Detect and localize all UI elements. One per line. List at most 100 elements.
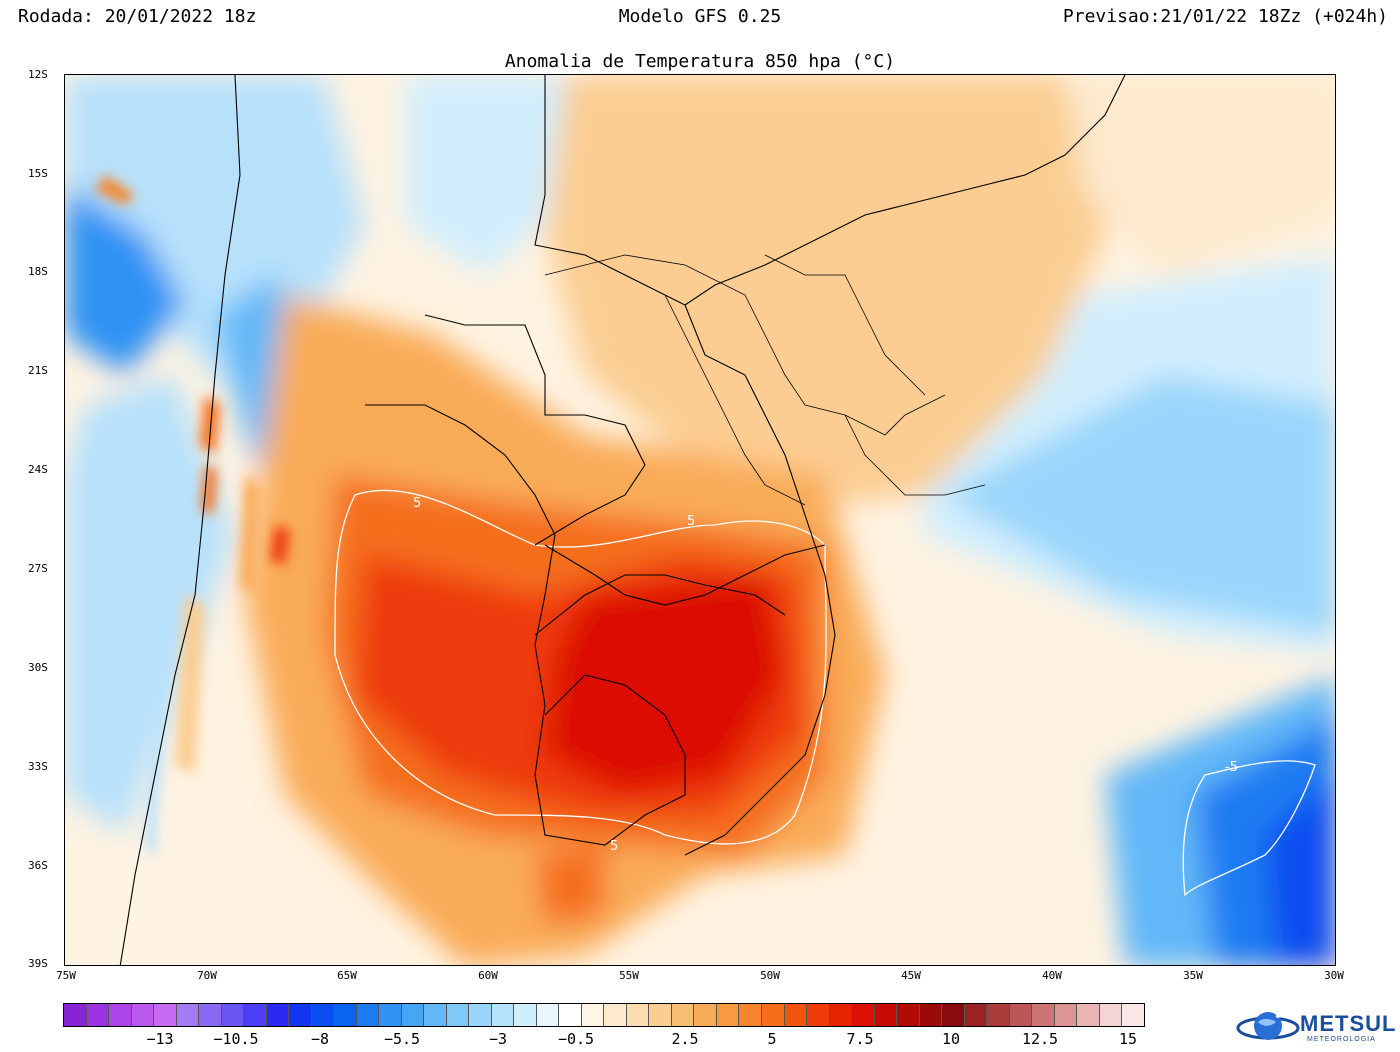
colorbar-swatch — [199, 1004, 222, 1026]
colorbar-swatch — [1099, 1004, 1123, 1026]
colorbar-swatch — [514, 1004, 537, 1026]
lon-label-75w: 75W — [56, 969, 76, 982]
colorbar-label: −8 — [310, 1030, 330, 1048]
lon-label-60w: 60W — [478, 969, 498, 982]
colorbar-swatch — [244, 1004, 267, 1026]
colorbar-swatch — [739, 1004, 762, 1026]
colorbar-label: 2.5 — [671, 1030, 699, 1048]
colorbar-label: 12.5 — [1021, 1030, 1059, 1048]
colorbar-swatch — [784, 1004, 808, 1026]
santa-catarina-border — [534, 574, 786, 636]
colorbar-swatch — [109, 1004, 132, 1026]
argentina-border — [365, 404, 686, 846]
colorbar-swatch — [694, 1004, 717, 1026]
colorbar-swatch — [1122, 1004, 1144, 1026]
andes-streaks — [95, 175, 290, 855]
forecast-time-label: Previsao:21/01/22 18Zz (+024h) — [1062, 6, 1388, 27]
lon-label-30w: 30W — [1324, 969, 1344, 982]
map-canvas: 5 5 5 -5 — [65, 75, 1335, 965]
colorbar-swatch — [289, 1004, 312, 1026]
state-borders — [544, 254, 986, 506]
colorbar-swatch — [761, 1004, 785, 1026]
state-border-1 — [544, 254, 946, 436]
contour-label: 5 — [610, 839, 618, 854]
colorbar-swatch — [874, 1004, 898, 1026]
hottest-area-rio-grande-do-sul — [545, 575, 785, 795]
colorbar-swatch — [311, 1004, 335, 1026]
colorbar-label: 10 — [941, 1030, 961, 1048]
warm-area-northeast — [1065, 75, 1335, 275]
colorbar-swatch — [1077, 1004, 1100, 1026]
lat-label-39s: 39S — [28, 957, 48, 970]
colorbar-swatch — [559, 1004, 582, 1026]
colorbar-label: 5 — [767, 1030, 777, 1048]
colorbar-swatch — [379, 1004, 402, 1026]
colorbar-label: 15 — [1118, 1030, 1138, 1048]
colorbar-swatch — [807, 1004, 830, 1026]
colorbar-swatch — [1054, 1004, 1078, 1026]
colorbar-swatch — [964, 1004, 988, 1026]
colorbar-swatch — [446, 1004, 470, 1026]
colorbar-swatch — [64, 1004, 87, 1026]
lat-label-18s: 18S — [28, 265, 48, 278]
colorbar-swatch — [671, 1004, 695, 1026]
colorbar-swatch — [176, 1004, 200, 1026]
warm-area-central-brazil — [545, 75, 1125, 505]
contour-label-group: 5 5 5 -5 — [413, 496, 1238, 854]
lon-label-55w: 55W — [619, 969, 639, 982]
run-time-label: Rodada: 20/01/2022 18z — [18, 6, 257, 27]
contour-lines — [334, 489, 1316, 897]
lat-label-21s: 21S — [28, 364, 48, 377]
anomaly-field — [65, 75, 1335, 965]
contour-label: -5 — [1225, 760, 1238, 775]
state-border-3 — [764, 254, 926, 396]
parana-border — [544, 544, 826, 606]
country-borders — [119, 75, 1126, 965]
colorbar-swatch — [131, 1004, 155, 1026]
cold-area-peru-coast — [65, 185, 185, 375]
lat-label-36s: 36S — [28, 859, 48, 872]
colorbar-swatch — [86, 1004, 110, 1026]
lon-label-40w: 40W — [1042, 969, 1062, 982]
lat-label-24s: 24S — [28, 463, 48, 476]
northeast-coastline — [684, 75, 1126, 306]
temperature-anomaly-map[interactable]: 5 5 5 -5 — [64, 74, 1336, 966]
lat-label-15s: 15S — [28, 167, 48, 180]
colorbar-swatch — [1032, 1004, 1055, 1026]
colorbar-label: −5.5 — [383, 1030, 421, 1048]
hot-area-buenos-aires — [535, 845, 605, 925]
globe-icon — [1236, 1012, 1300, 1040]
colorbar-swatch — [897, 1004, 920, 1026]
colorbar-swatch — [649, 1004, 672, 1026]
colorbar-label: −3 — [488, 1030, 508, 1048]
colorbar-swatch — [942, 1004, 965, 1026]
lat-label-30s: 30S — [28, 661, 48, 674]
colorbar-swatch — [716, 1004, 740, 1026]
colorbar-swatch — [581, 1004, 605, 1026]
logo-wordmark: METSUL — [1300, 1011, 1397, 1036]
colorbar-swatch — [356, 1004, 380, 1026]
paraguay-border — [424, 314, 646, 546]
model-name-label: Modelo GFS 0.25 — [618, 6, 782, 27]
colorbar-swatch — [266, 1004, 290, 1026]
minus-5-contour — [1182, 760, 1316, 897]
colorbar-swatch — [401, 1004, 425, 1026]
colorbar-swatch — [829, 1004, 853, 1026]
lat-label-33s: 33S — [28, 760, 48, 773]
colorbar-swatch — [852, 1004, 875, 1026]
colorbar-swatch — [987, 1004, 1010, 1026]
atlantic-coastline — [534, 75, 836, 856]
colorbar-swatch — [424, 1004, 447, 1026]
colorbar-swatch — [221, 1004, 245, 1026]
cool-area-atlantic-inner — [945, 375, 1335, 635]
colorbar-swatch — [334, 1004, 357, 1026]
cool-area-bolivia — [405, 75, 585, 275]
colorbar-label: −13 — [146, 1030, 174, 1048]
colorbar-swatch — [626, 1004, 650, 1026]
pacific-coastline — [119, 75, 241, 965]
colorbar-label: −0.5 — [557, 1030, 595, 1048]
colorbar-swatch — [154, 1004, 177, 1026]
colorbar-swatch — [1009, 1004, 1033, 1026]
colorbar-label: 7.5 — [846, 1030, 874, 1048]
state-border-2 — [664, 294, 806, 506]
